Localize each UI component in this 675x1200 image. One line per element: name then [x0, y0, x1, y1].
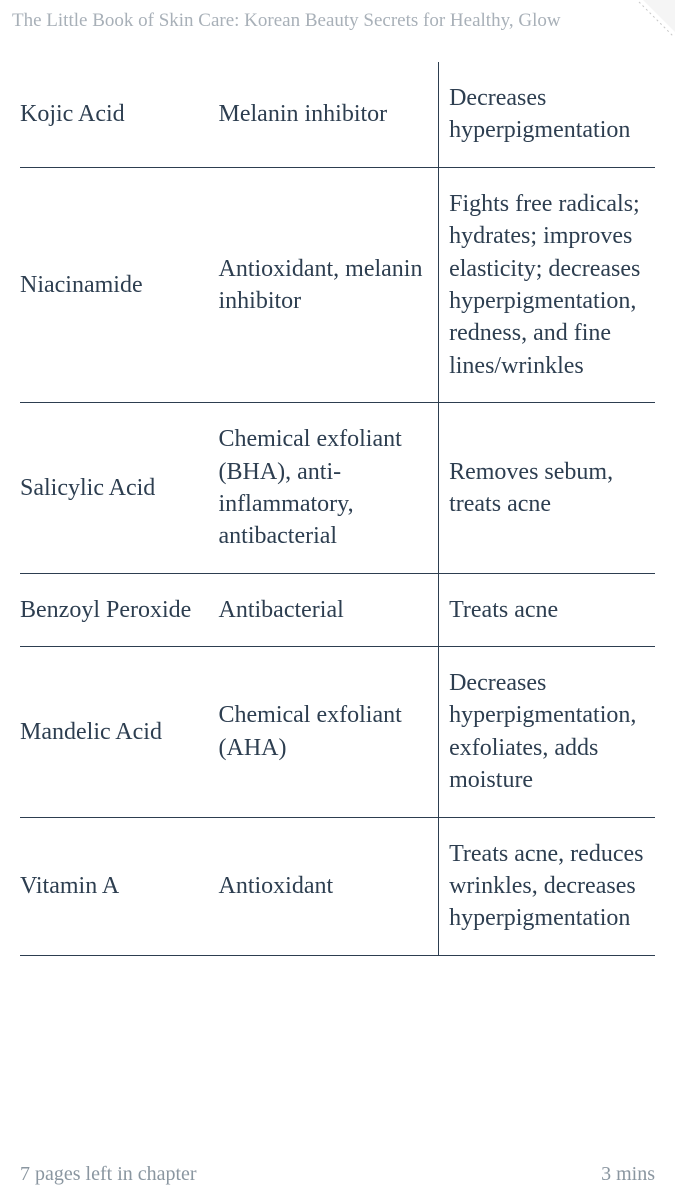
benefits-cell: Decreases hyperpigmentation — [439, 62, 655, 167]
table-row: Niacinamide Antioxidant, melanin inhibit… — [20, 167, 655, 402]
type-cell: Antioxidant — [211, 818, 440, 955]
reading-progress-footer: 7 pages left in chapter 3 mins — [0, 1149, 675, 1200]
type-cell: Antibacterial — [211, 574, 440, 646]
table-row: Salicylic Acid Chemical exfoliant (BHA),… — [20, 402, 655, 573]
reading-time: 3 mins — [601, 1163, 655, 1186]
benefits-cell: Decreases hyperpigmentation, exfoliates,… — [439, 647, 655, 817]
book-title-header: The Little Book of Skin Care: Korean Bea… — [0, 0, 675, 42]
benefits-cell: Treats acne — [439, 574, 655, 646]
page-dogear-icon[interactable] — [635, 0, 675, 40]
type-cell: Chemical exfoliant (BHA), anti-inflammat… — [211, 403, 440, 573]
ingredient-cell: Kojic Acid — [20, 62, 211, 167]
benefits-cell: Fights free radicals; hydrates; improves… — [439, 168, 655, 402]
ingredients-table: Kojic Acid Melanin inhibitor Decreases h… — [20, 62, 655, 956]
table-row: Kojic Acid Melanin inhibitor Decreases h… — [20, 62, 655, 167]
ingredient-cell: Salicylic Acid — [20, 403, 211, 573]
table-row: Benzoyl Peroxide Antibacterial Treats ac… — [20, 573, 655, 646]
ingredient-cell: Mandelic Acid — [20, 647, 211, 817]
pages-left: 7 pages left in chapter — [20, 1163, 197, 1186]
table-row: Vitamin A Antioxidant Treats acne, reduc… — [20, 817, 655, 956]
type-cell: Melanin inhibitor — [211, 62, 440, 167]
type-cell: Chemical exfoliant (AHA) — [211, 647, 440, 817]
type-cell: Antioxidant, melanin inhibitor — [211, 168, 440, 402]
table-row: Mandelic Acid Chemical exfoliant (AHA) D… — [20, 646, 655, 817]
benefits-cell: Treats acne, reduces wrinkles, decreases… — [439, 818, 655, 955]
book-title: The Little Book of Skin Care: Korean Bea… — [12, 10, 561, 31]
ingredient-cell: Benzoyl Peroxide — [20, 574, 211, 646]
ingredient-cell: Niacinamide — [20, 168, 211, 402]
content-area[interactable]: Kojic Acid Melanin inhibitor Decreases h… — [0, 42, 675, 1149]
ingredient-cell: Vitamin A — [20, 818, 211, 955]
benefits-cell: Removes sebum, treats acne — [439, 403, 655, 573]
